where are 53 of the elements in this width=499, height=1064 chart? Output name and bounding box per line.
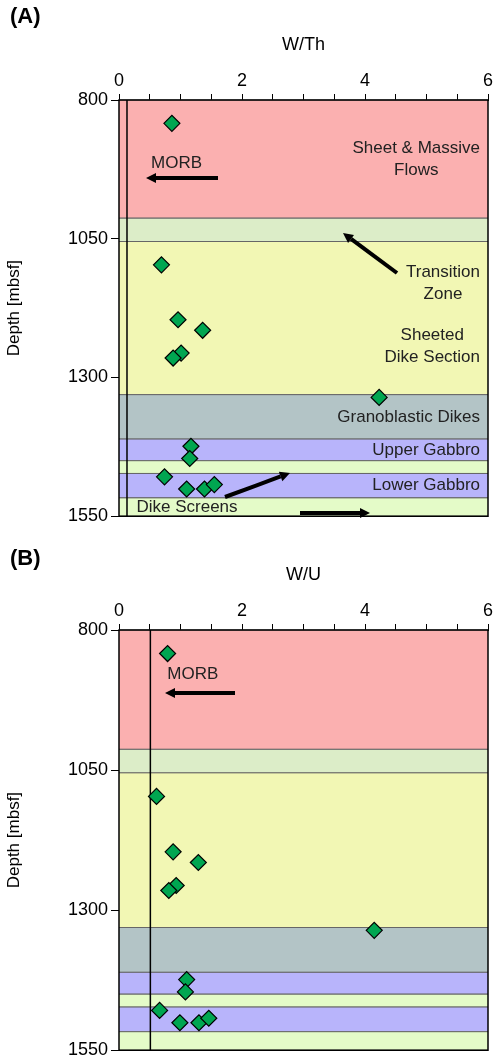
x-tick-label: 2 — [236, 70, 248, 91]
y-tick-label: 1050 — [67, 759, 108, 780]
point — [178, 971, 196, 989]
band-label: Lower Gabbro — [372, 475, 480, 495]
point — [178, 480, 196, 498]
band-label: Dike Screens — [136, 496, 238, 516]
x-tick-label: 6 — [482, 70, 494, 91]
point — [189, 853, 207, 872]
point — [181, 449, 199, 468]
point — [370, 388, 388, 407]
point — [176, 983, 195, 1001]
y-tick-label: 800 — [77, 618, 108, 639]
x-tick-label: 4 — [359, 600, 371, 621]
point — [160, 881, 178, 900]
point — [171, 1014, 189, 1032]
point — [205, 475, 223, 494]
point — [169, 311, 187, 329]
point — [147, 787, 166, 805]
x-axis-title: W/U — [286, 563, 321, 584]
y-axis-title: Depth [mbsf] — [3, 791, 23, 889]
y-tick-label: 1300 — [67, 366, 108, 387]
band-label: Sheeted Dike Section — [384, 324, 480, 366]
band-label: Upper Gabbro — [372, 439, 480, 459]
point — [158, 644, 177, 663]
point — [164, 843, 182, 861]
point — [200, 1009, 218, 1027]
chart-title: (B) — [10, 545, 41, 571]
y-tick-label: 1550 — [67, 1039, 108, 1060]
y-axis-title: Depth [mbsf] — [3, 259, 23, 357]
y-tick-label: 1300 — [67, 899, 108, 920]
point — [155, 468, 174, 486]
x-tick-label: 6 — [482, 600, 494, 621]
band-label: Sheet & Massive Flows — [352, 137, 480, 179]
point — [152, 256, 171, 274]
x-axis-title: W/Th — [282, 33, 325, 54]
chart-title: (A) — [10, 3, 41, 29]
y-tick-label: 1050 — [67, 227, 108, 248]
x-tick-label: 4 — [359, 70, 371, 91]
x-tick-label: 0 — [113, 70, 125, 91]
point — [182, 437, 200, 455]
ref-line-label: MORB — [167, 663, 219, 683]
x-tick-label: 0 — [113, 600, 125, 621]
band-label: Transition Zone — [405, 262, 480, 304]
point — [365, 921, 383, 939]
point — [164, 349, 182, 367]
point — [150, 1001, 169, 1020]
x-tick-label: 2 — [236, 600, 248, 621]
point — [194, 321, 212, 339]
y-tick-label: 800 — [77, 88, 108, 109]
point — [163, 114, 181, 132]
y-tick-label: 1550 — [67, 505, 108, 526]
ref-line-label: MORB — [150, 152, 202, 172]
band-label: Granoblastic Dikes — [337, 406, 480, 426]
